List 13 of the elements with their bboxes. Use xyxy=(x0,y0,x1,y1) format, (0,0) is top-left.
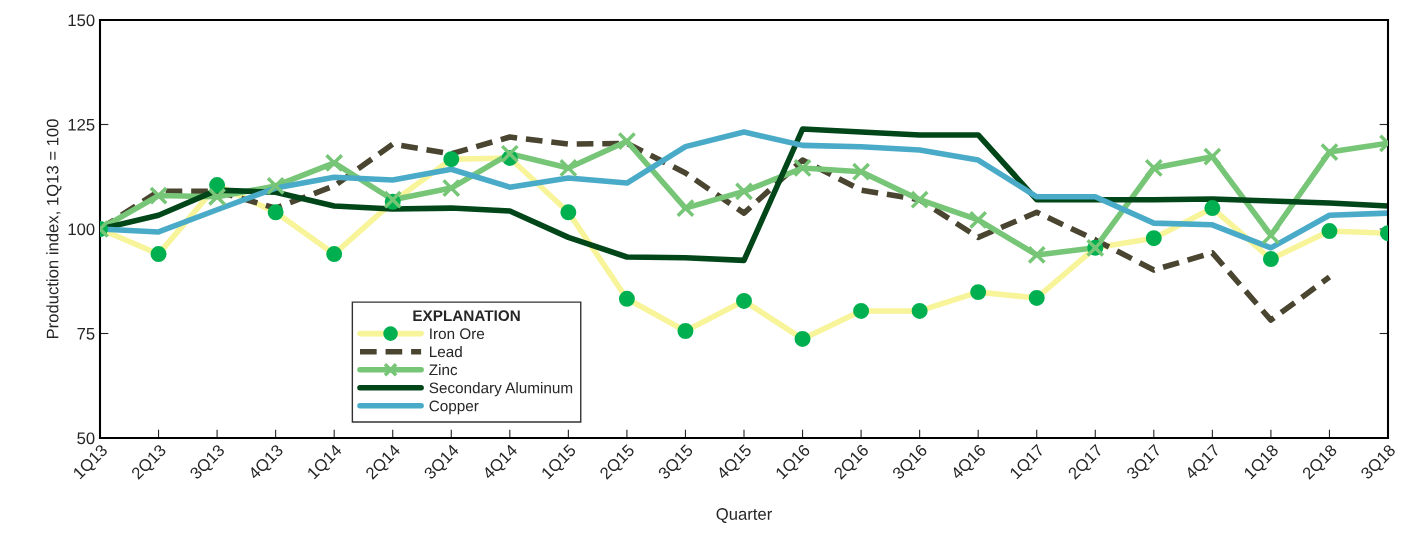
legend-label: Copper xyxy=(429,400,479,415)
x-axis-title: Quarter xyxy=(716,508,772,523)
y-tick-label: 125 xyxy=(68,118,95,131)
legend-title: EXPLANATION xyxy=(413,310,520,322)
y-tick-label: 150 xyxy=(68,14,95,27)
legend-label: Secondary Aluminum xyxy=(429,382,573,397)
y-tick-label: 50 xyxy=(77,432,95,445)
legend-label: Zinc xyxy=(429,364,458,376)
y-axis-title: Production index, 1Q13 = 100 xyxy=(46,119,62,339)
legend-label: Lead xyxy=(430,345,462,358)
legend-label: Iron Ore xyxy=(430,328,485,340)
y-tick-label: 100 xyxy=(68,223,95,236)
y-tick-label: 75 xyxy=(77,328,95,340)
